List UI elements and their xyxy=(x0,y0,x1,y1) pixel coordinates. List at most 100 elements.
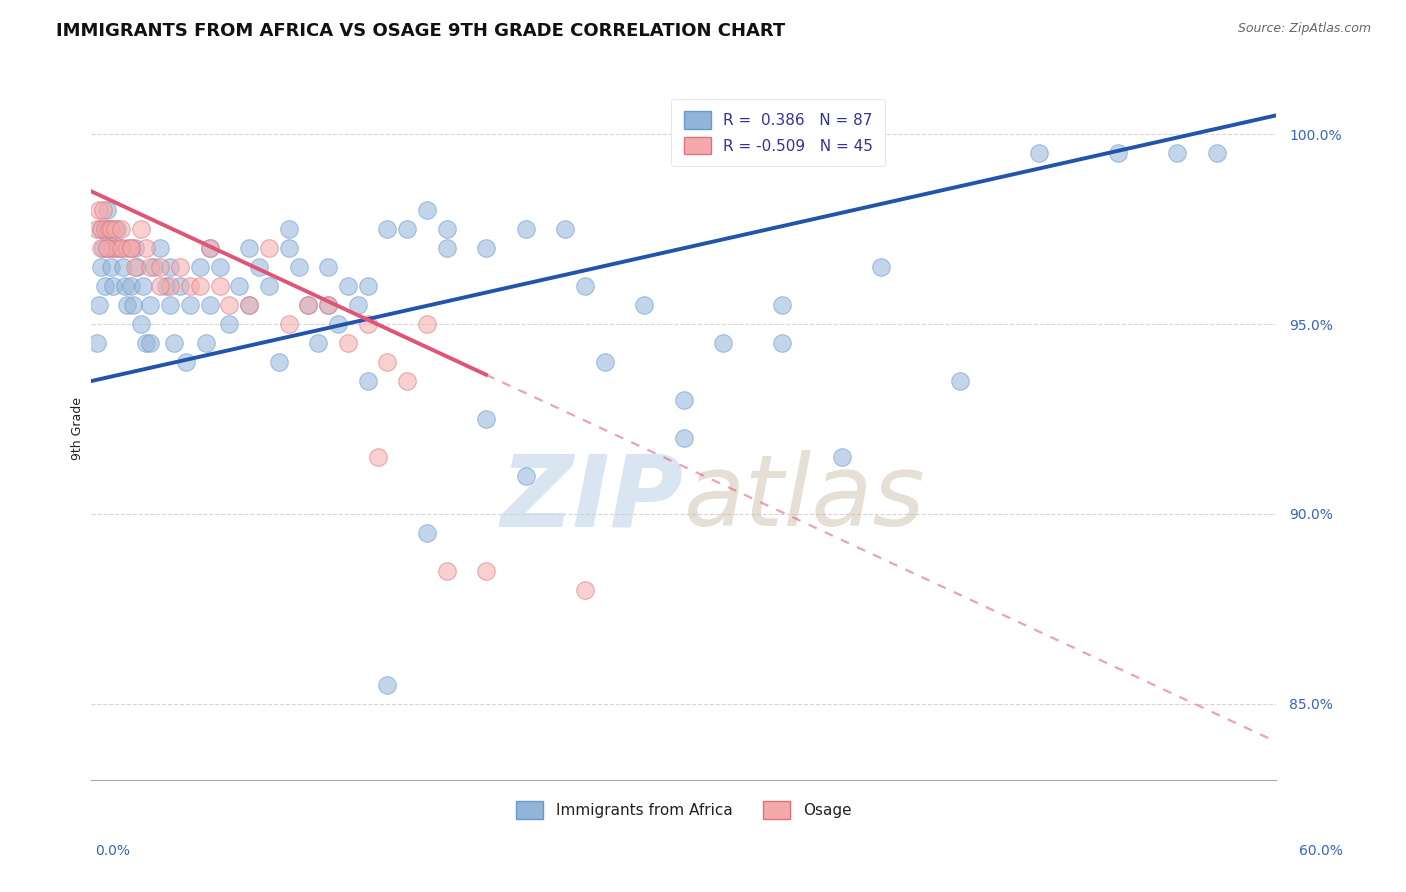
Point xyxy=(593,355,616,369)
Point xyxy=(1166,146,1188,161)
Point xyxy=(198,298,221,312)
Point xyxy=(135,241,157,255)
Point xyxy=(111,260,134,275)
Point xyxy=(174,355,197,369)
Point xyxy=(100,222,122,236)
Point xyxy=(770,336,793,351)
Text: IMMIGRANTS FROM AFRICA VS OSAGE 9TH GRADE CORRELATION CHART: IMMIGRANTS FROM AFRICA VS OSAGE 9TH GRAD… xyxy=(56,22,786,40)
Point xyxy=(436,564,458,578)
Point xyxy=(96,241,118,255)
Point xyxy=(238,298,260,312)
Point xyxy=(120,241,142,255)
Point xyxy=(100,260,122,275)
Point xyxy=(416,317,439,331)
Point xyxy=(377,678,399,692)
Point xyxy=(316,298,339,312)
Point xyxy=(238,298,260,312)
Point xyxy=(90,241,112,255)
Point xyxy=(228,279,250,293)
Point xyxy=(129,222,152,236)
Point xyxy=(316,260,339,275)
Point xyxy=(125,260,148,275)
Point xyxy=(198,241,221,255)
Point xyxy=(1205,146,1227,161)
Point xyxy=(475,241,498,255)
Point xyxy=(179,298,201,312)
Point xyxy=(143,260,166,275)
Point xyxy=(110,222,132,236)
Point xyxy=(96,203,118,218)
Point xyxy=(120,241,142,255)
Point xyxy=(101,279,124,293)
Point xyxy=(277,317,299,331)
Point xyxy=(277,241,299,255)
Legend: Immigrants from Africa, Osage: Immigrants from Africa, Osage xyxy=(510,795,858,824)
Point xyxy=(139,260,162,275)
Point xyxy=(100,222,122,236)
Point xyxy=(90,222,112,236)
Point xyxy=(870,260,893,275)
Point xyxy=(163,336,186,351)
Point xyxy=(188,279,211,293)
Point xyxy=(115,298,138,312)
Point xyxy=(86,222,108,236)
Text: ZIP: ZIP xyxy=(501,450,683,547)
Point xyxy=(396,374,419,388)
Text: 0.0%: 0.0% xyxy=(96,844,131,857)
Point xyxy=(416,203,439,218)
Point xyxy=(238,241,260,255)
Point xyxy=(129,317,152,331)
Point xyxy=(87,203,110,218)
Point xyxy=(104,222,127,236)
Text: atlas: atlas xyxy=(683,450,925,547)
Point xyxy=(97,241,120,255)
Point xyxy=(149,241,172,255)
Point xyxy=(135,336,157,351)
Point xyxy=(356,279,378,293)
Point xyxy=(633,298,655,312)
Point xyxy=(120,279,142,293)
Point xyxy=(377,222,399,236)
Point xyxy=(711,336,734,351)
Point xyxy=(475,564,498,578)
Point xyxy=(96,241,118,255)
Point xyxy=(208,260,231,275)
Point xyxy=(149,260,172,275)
Point xyxy=(218,298,240,312)
Point xyxy=(257,279,280,293)
Text: Source: ZipAtlas.com: Source: ZipAtlas.com xyxy=(1237,22,1371,36)
Point xyxy=(105,222,128,236)
Point xyxy=(87,298,110,312)
Point xyxy=(159,279,181,293)
Point xyxy=(1107,146,1129,161)
Point xyxy=(90,222,112,236)
Y-axis label: 9th Grade: 9th Grade xyxy=(72,397,84,460)
Point xyxy=(515,222,537,236)
Point xyxy=(198,241,221,255)
Point xyxy=(672,392,695,407)
Point xyxy=(114,279,136,293)
Point xyxy=(139,298,162,312)
Point xyxy=(475,412,498,426)
Point xyxy=(436,222,458,236)
Text: 60.0%: 60.0% xyxy=(1299,844,1343,857)
Point xyxy=(131,279,153,293)
Point xyxy=(169,279,191,293)
Point xyxy=(366,450,388,464)
Point xyxy=(104,241,127,255)
Point xyxy=(96,222,118,236)
Point xyxy=(277,222,299,236)
Point xyxy=(831,450,853,464)
Point xyxy=(188,260,211,275)
Point xyxy=(121,298,143,312)
Point xyxy=(574,582,596,597)
Point xyxy=(326,317,349,331)
Point xyxy=(86,336,108,351)
Point xyxy=(356,374,378,388)
Point xyxy=(257,241,280,255)
Point xyxy=(169,260,191,275)
Point xyxy=(1028,146,1050,161)
Point xyxy=(97,222,120,236)
Point xyxy=(101,241,124,255)
Point xyxy=(124,260,146,275)
